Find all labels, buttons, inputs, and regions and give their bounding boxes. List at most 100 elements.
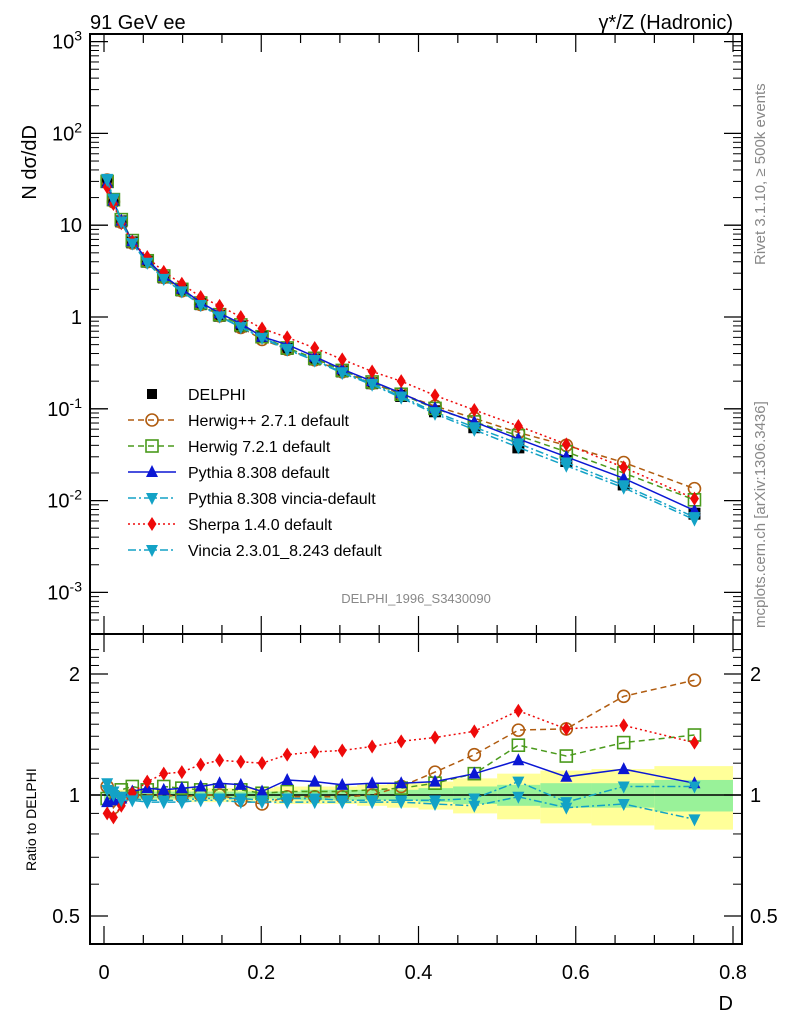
ratio-series-point bbox=[430, 730, 440, 745]
main-series-point bbox=[102, 180, 112, 195]
legend-entry: Pythia 8.308 vincia-default bbox=[128, 491, 376, 508]
legend-entry: Pythia 8.308 default bbox=[128, 465, 330, 482]
legend-entry: Herwig 7.2.1 default bbox=[128, 439, 331, 456]
ratio-series-line-3 bbox=[106, 780, 695, 803]
main-series-point bbox=[366, 379, 379, 392]
legend-entry: Herwig++ 2.7.1 default bbox=[128, 413, 350, 430]
ratio-series-point bbox=[687, 673, 702, 688]
legend-label: Vincia 2.3.01_8.243 default bbox=[188, 543, 382, 560]
main-series-point bbox=[560, 460, 573, 473]
main-series-point bbox=[429, 408, 442, 421]
main-series-point bbox=[468, 424, 481, 437]
ratio-series-point bbox=[281, 797, 294, 810]
mcplots-label: mcplots.cern.ch [arXiv:1306.3436] bbox=[752, 401, 769, 628]
ratio-series-point bbox=[308, 774, 321, 787]
ratio-series-point bbox=[617, 762, 630, 775]
ratio-ylabel: Ratio to DELPHI bbox=[23, 768, 39, 871]
main-series-point bbox=[107, 194, 120, 207]
ratio-series-point bbox=[688, 814, 701, 827]
ratio-series-point bbox=[616, 689, 631, 704]
ratio-series-point bbox=[366, 797, 379, 810]
ratio-series-point bbox=[234, 777, 247, 790]
main-series-point bbox=[234, 322, 247, 335]
ratio-series-point bbox=[511, 723, 526, 737]
ratio-series-point bbox=[308, 797, 321, 810]
ratio-series-point bbox=[467, 747, 482, 762]
ratio-series-point bbox=[513, 703, 523, 718]
main-series-line-6 bbox=[106, 179, 695, 521]
ratio-series-point bbox=[512, 753, 525, 766]
main-ylabel: N dσ/dD bbox=[19, 125, 41, 200]
main-series-point bbox=[512, 442, 525, 455]
ratio-series-point bbox=[469, 724, 479, 739]
ratio-y-tick-label: 0.5 bbox=[52, 906, 80, 928]
legend-label: Pythia 8.308 default bbox=[188, 465, 330, 482]
ratio-series-point bbox=[194, 795, 207, 808]
main-series-point bbox=[194, 300, 207, 313]
legend-label: Sherpa 1.4.0 default bbox=[188, 517, 333, 534]
ratio-series-point bbox=[215, 753, 225, 768]
ratio-series-point bbox=[256, 797, 269, 810]
rivet-label: Rivet 3.1.10, ≥ 500k events bbox=[752, 83, 769, 265]
ratio-series-point bbox=[101, 784, 114, 797]
main-series-point bbox=[236, 310, 246, 324]
y-tick-label: 10 bbox=[60, 215, 82, 237]
legend-label: Herwig 7.2.1 default bbox=[188, 439, 331, 456]
legend-marker bbox=[146, 545, 158, 557]
ratio-series-point bbox=[560, 802, 573, 815]
ratio-y-tick-label: 1 bbox=[69, 785, 80, 807]
ratio-series-point bbox=[395, 797, 408, 810]
main-series-point bbox=[513, 418, 523, 433]
main-series-point bbox=[101, 175, 114, 188]
ratio-series-point bbox=[512, 776, 525, 789]
main-series-point bbox=[367, 364, 377, 379]
ratio-y-tick-label-right: 1 bbox=[750, 785, 761, 807]
main-series-point bbox=[126, 238, 139, 251]
main-series-line-3 bbox=[106, 182, 695, 512]
ratio-series-point bbox=[310, 744, 320, 759]
legend-label: DELPHI bbox=[188, 387, 246, 404]
ratio-series-point bbox=[196, 757, 206, 772]
ratio-series-point bbox=[115, 795, 128, 808]
ratio-series-point bbox=[213, 776, 226, 789]
legend-marker bbox=[146, 465, 158, 477]
ratio-series-point bbox=[107, 790, 120, 802]
main-series-point bbox=[619, 460, 629, 475]
ratio-series-point bbox=[234, 797, 247, 810]
ratio-series-point bbox=[175, 797, 188, 810]
legend: DELPHI Herwig++ 2.7.1 default Herwig 7.2.1… bbox=[128, 387, 382, 560]
y-tick-label: 10-1 bbox=[47, 395, 82, 421]
ratio-series-line-0 bbox=[106, 679, 695, 810]
y-tick-label: 103 bbox=[52, 28, 82, 54]
ratio-series-point bbox=[396, 734, 406, 749]
ratio-series-point bbox=[157, 797, 170, 810]
ratio-series-point bbox=[468, 800, 481, 813]
ratio-series-point bbox=[213, 795, 226, 808]
legend-marker bbox=[147, 517, 157, 531]
ratio-series-point bbox=[688, 781, 701, 794]
left-title: 91 GeV ee bbox=[90, 12, 186, 34]
main-series-point bbox=[215, 298, 225, 313]
right-title: γ*/Z (Hadronic) bbox=[599, 12, 733, 34]
x-tick-label: 0.6 bbox=[562, 962, 590, 984]
legend-entry: Vincia 2.3.01_8.243 default bbox=[128, 543, 382, 560]
ratio-series-point bbox=[194, 779, 207, 792]
x-tick-label: 0 bbox=[98, 962, 109, 984]
main-series-point bbox=[308, 355, 321, 368]
main-series-point bbox=[310, 340, 320, 355]
y-tick-label: 102 bbox=[52, 119, 82, 145]
x-tick-label: 0.2 bbox=[247, 962, 275, 984]
main-series-point bbox=[256, 333, 269, 346]
ratio-series-point bbox=[559, 749, 574, 763]
ratio-y-tick-label-right: 0.5 bbox=[750, 906, 778, 928]
ratio-series-point bbox=[367, 739, 377, 754]
ratio-frame bbox=[89, 633, 743, 945]
ratio-series-point bbox=[336, 777, 349, 790]
ratio-series-point bbox=[282, 747, 292, 762]
main-series-point bbox=[561, 437, 571, 452]
ratio-series-point bbox=[142, 774, 152, 789]
main-series-point bbox=[115, 217, 128, 230]
ratio-series-point bbox=[429, 774, 442, 787]
main-series-point bbox=[337, 352, 347, 367]
